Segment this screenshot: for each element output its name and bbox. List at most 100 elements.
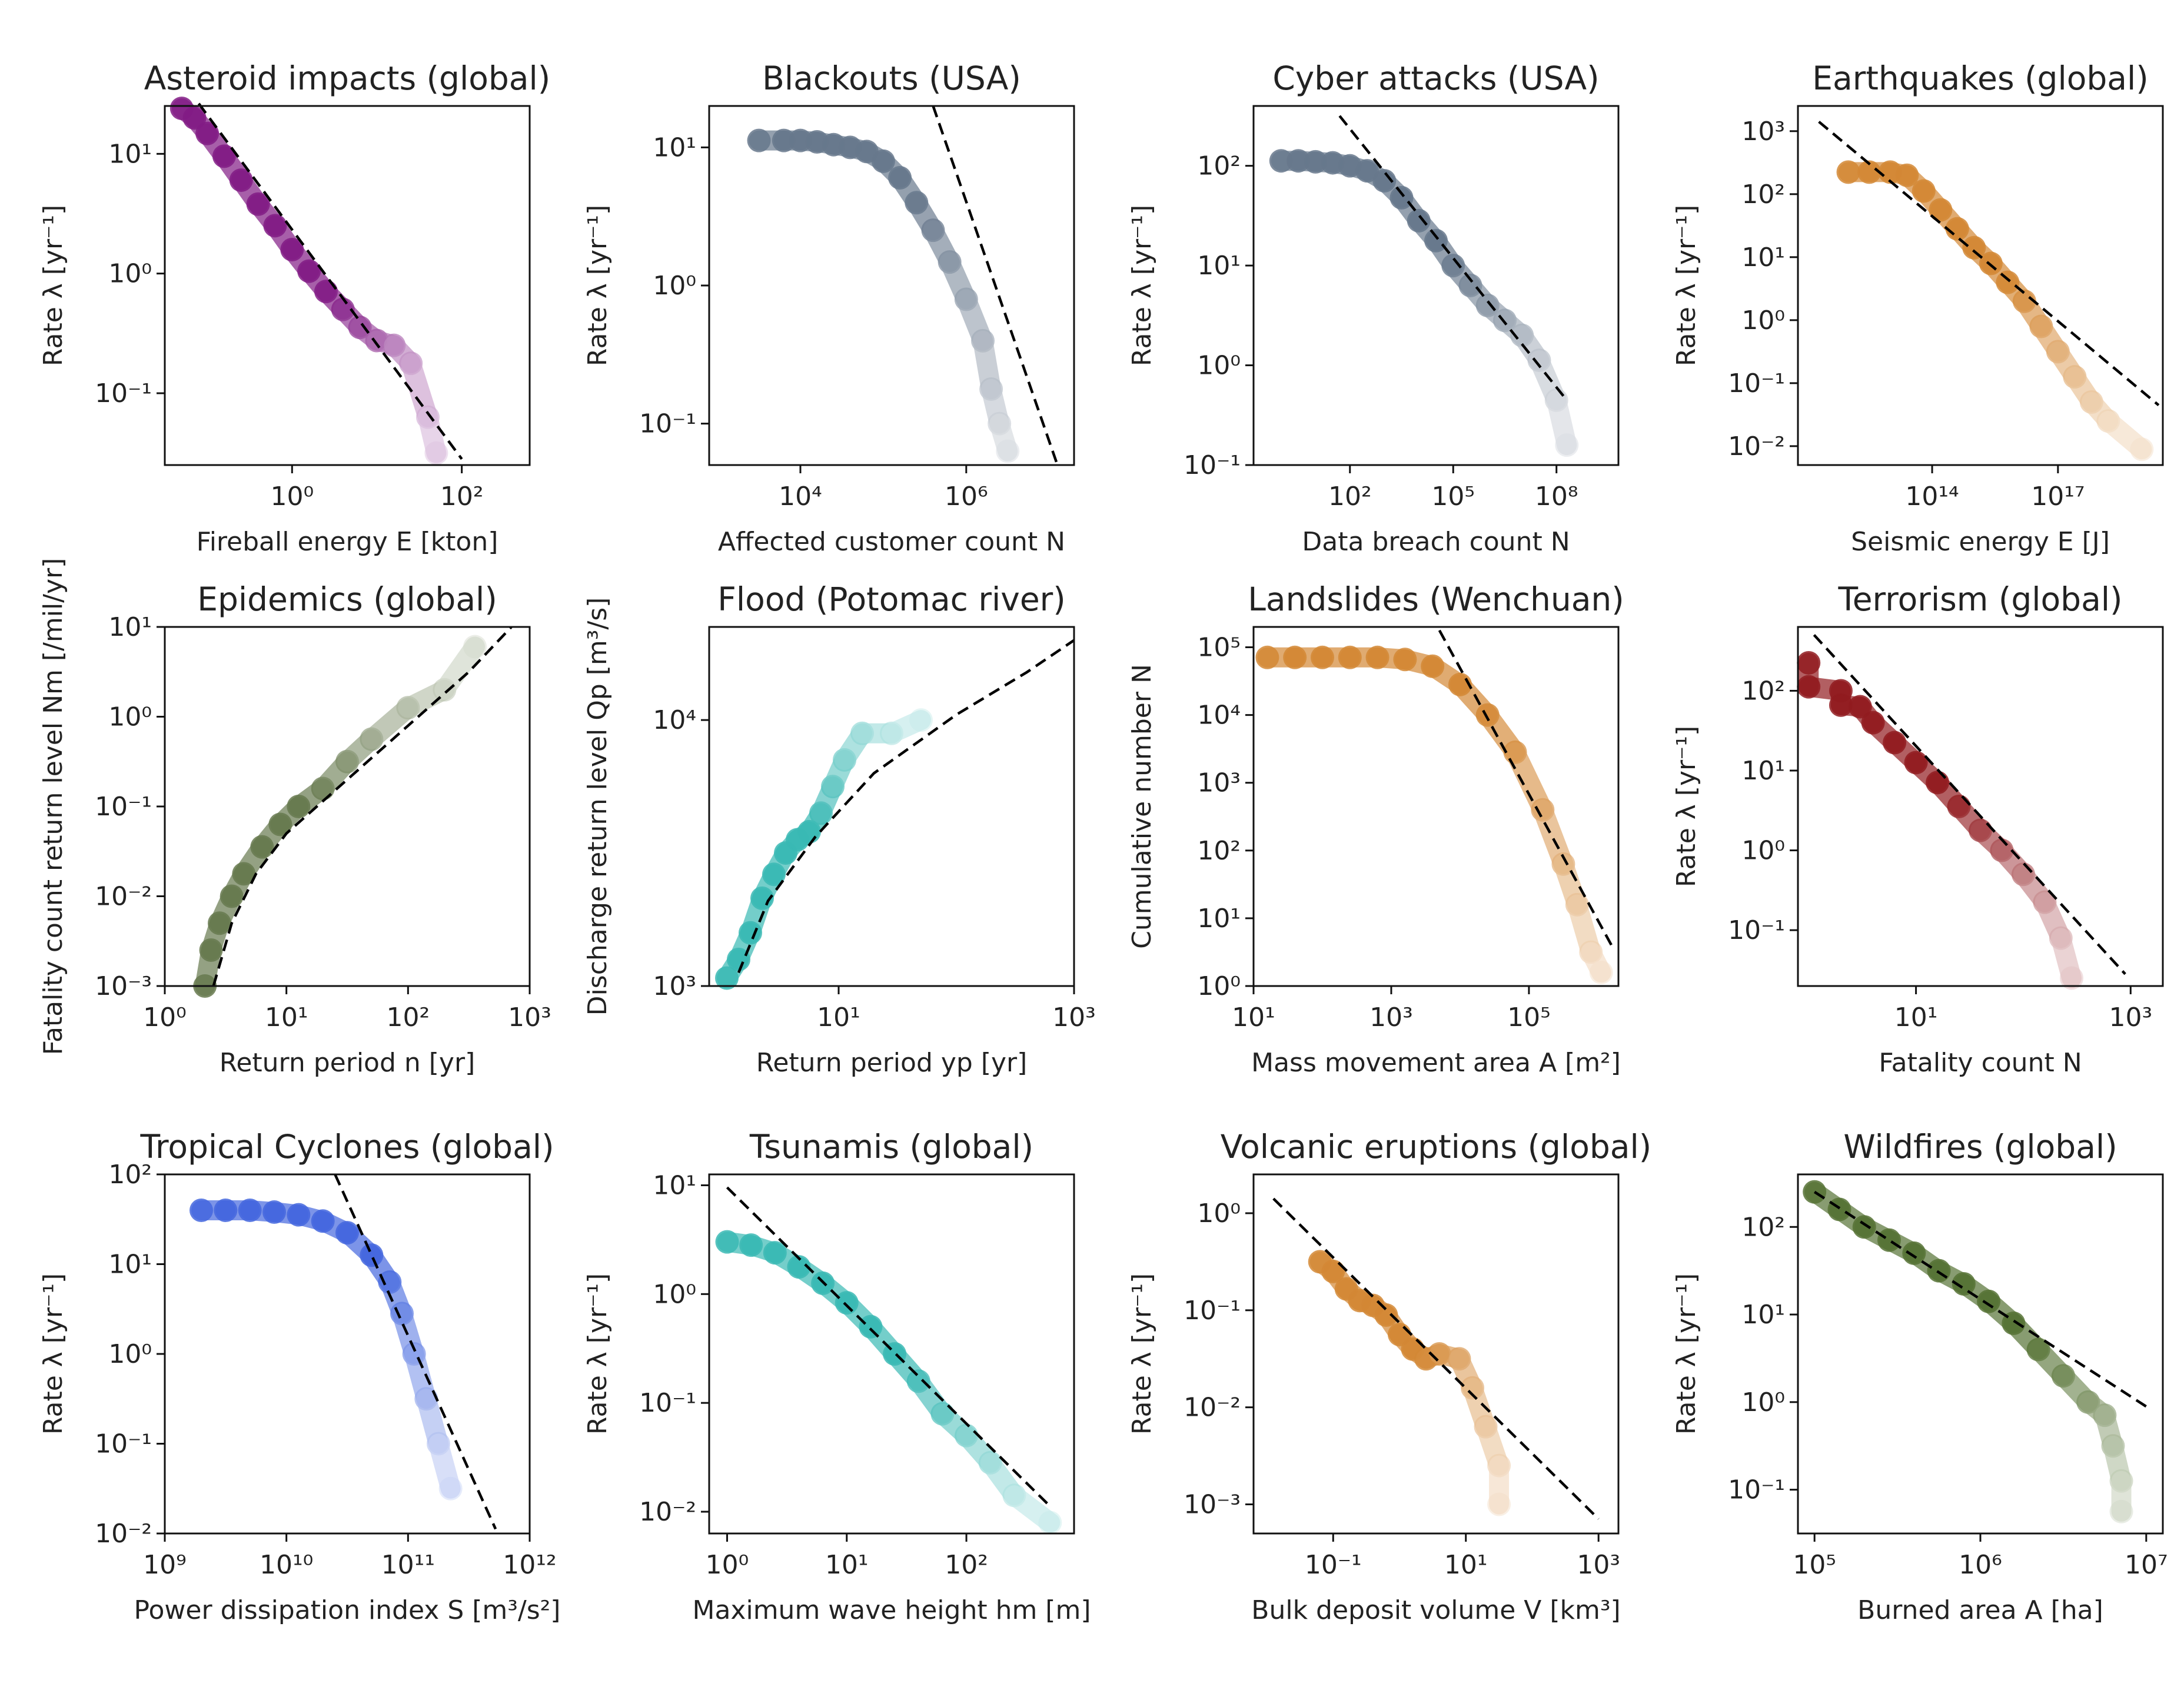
x-tick-label: 10¹ xyxy=(1232,1003,1275,1033)
y-tick-label: 10⁰ xyxy=(1741,836,1785,866)
fit-line xyxy=(1338,115,1568,401)
axes-frame xyxy=(708,626,1075,987)
x-axis-label: Burned area A [ha] xyxy=(1857,1595,2103,1625)
x-tick-label: 10⁸ xyxy=(1535,482,1578,512)
chart-epidemics: Epidemics (global) Return period n [yr] Fa… xyxy=(38,558,551,1078)
y-tick-label: 10⁰ xyxy=(1197,351,1241,381)
x-tick-label: 10⁵ xyxy=(1507,1003,1551,1033)
chart-volcanic: Volcanic eruptions (global) Bulk deposit … xyxy=(1127,1128,1651,1625)
x-tick-label: 10⁶ xyxy=(945,482,988,512)
data-band xyxy=(1004,1485,1061,1533)
x-tick-label: 10⁰ xyxy=(143,1003,187,1033)
y-tick-label: 10⁰ xyxy=(653,1279,696,1309)
chart-title: Epidemics (global) xyxy=(197,580,497,618)
y-tick-label: 10² xyxy=(1741,180,1785,210)
y-axis-label: Rate λ [yr⁻¹] xyxy=(1127,1273,1157,1435)
y-tick-label: 10⁻² xyxy=(95,1519,152,1549)
data-band xyxy=(2098,411,2152,460)
y-tick-label: 10² xyxy=(1741,676,1785,706)
chart-earthquakes: Earthquakes (global) Seismic energy E [J]… xyxy=(1671,59,2164,557)
fit-line xyxy=(1813,634,2126,975)
chart-landslides: Landslides (Wenchuan) Mass movement area … xyxy=(1127,580,1624,1078)
y-tick-label: 10⁴ xyxy=(1197,701,1241,731)
fit-line xyxy=(1813,1190,2148,1408)
y-tick-label: 10⁻¹ xyxy=(1728,915,1785,945)
y-axis-label: Rate λ [yr⁻¹] xyxy=(38,205,68,366)
y-axis-label: Rate λ [yr⁻¹] xyxy=(38,1273,68,1435)
x-axis-label: Maximum wave height hm [m] xyxy=(693,1595,1091,1625)
y-tick-label: 10³ xyxy=(653,971,696,1001)
x-axis-label: Data breach count N xyxy=(1302,527,1570,557)
x-tick-label: 10³ xyxy=(1577,1550,1620,1580)
x-axis-label: Mass movement area A [m²] xyxy=(1251,1048,1621,1078)
y-axis-label: Fatality count return level Nm [/mil/yr] xyxy=(38,558,68,1055)
x-tick-label: 10⁰ xyxy=(706,1550,749,1580)
y-tick-label: 10⁻¹ xyxy=(639,409,696,439)
y-tick-label: 10⁻¹ xyxy=(1728,369,1785,399)
x-tick-label: 10⁵ xyxy=(1431,482,1475,512)
fit-line xyxy=(932,105,1059,466)
y-tick-label: 10¹ xyxy=(1741,756,1785,786)
x-axis-label: Seismic energy E [J] xyxy=(1851,527,2110,557)
data-band xyxy=(1505,742,1553,820)
x-tick-label: 10¹ xyxy=(1444,1550,1488,1580)
x-tick-label: 10⁻¹ xyxy=(1305,1550,1362,1580)
axes-frame xyxy=(1252,105,1620,466)
axes-frame xyxy=(164,105,531,466)
y-axis-label: Rate λ [yr⁻¹] xyxy=(1671,726,1701,887)
y-tick-label: 10⁰ xyxy=(1197,1199,1241,1229)
y-tick-label: 10⁻² xyxy=(95,882,152,912)
chart-flood: Flood (Potomac river) Return period yp [y… xyxy=(583,580,1096,1078)
fit-line xyxy=(334,1174,497,1530)
y-tick-label: 10⁻¹ xyxy=(95,792,152,822)
y-tick-label: 10¹ xyxy=(108,139,152,169)
fit-line xyxy=(212,626,513,987)
x-tick-label: 10¹¹ xyxy=(381,1550,435,1580)
chart-asteroid: Asteroid impacts (global) Fireball energy… xyxy=(38,59,550,557)
data-band xyxy=(434,636,485,700)
y-axis-label: Cumulative number N xyxy=(1127,664,1157,949)
y-tick-label: 10⁻¹ xyxy=(1184,1296,1241,1326)
x-tick-label: 10¹ xyxy=(825,1550,869,1580)
y-axis-label: Rate λ [yr⁻¹] xyxy=(583,1273,613,1435)
y-tick-label: 10¹ xyxy=(653,132,696,162)
x-tick-label: 10¹⁴ xyxy=(1905,482,1959,512)
data-band xyxy=(1581,942,1611,982)
y-tick-label: 10⁻³ xyxy=(1184,1490,1241,1520)
y-tick-label: 10⁻¹ xyxy=(1184,450,1241,480)
chart-title: Tropical Cyclones (global) xyxy=(139,1128,554,1166)
x-axis-label: Return period n [yr] xyxy=(220,1048,475,1078)
chart-title: Volcanic eruptions (global) xyxy=(1221,1128,1651,1166)
x-tick-label: 10¹ xyxy=(265,1003,308,1033)
data-band xyxy=(2050,928,2082,988)
fit-line xyxy=(1818,121,2160,407)
x-tick-label: 10¹ xyxy=(1894,1003,1938,1033)
x-tick-label: 10³ xyxy=(2109,1003,2152,1033)
data-band xyxy=(417,407,447,463)
chart-title: Wildfires (global) xyxy=(1843,1128,2117,1166)
y-axis-label: Rate λ [yr⁻¹] xyxy=(583,205,613,366)
y-tick-label: 10¹ xyxy=(653,1170,696,1200)
y-tick-label: 10⁰ xyxy=(653,271,696,301)
x-tick-label: 10² xyxy=(387,1003,430,1033)
y-tick-label: 10⁰ xyxy=(1741,1387,1785,1418)
axes-frame xyxy=(1252,626,1620,987)
chart-cyclones: Tropical Cyclones (global) Power dissipat… xyxy=(38,1128,560,1625)
x-axis-label: Fireball energy E [kton] xyxy=(197,527,498,557)
x-tick-label: 10¹ xyxy=(817,1003,860,1033)
fit-line xyxy=(1438,629,1613,946)
chart-wildfires: Wildfires (global) Burned area A [ha] Rate… xyxy=(1671,1128,2168,1625)
x-axis-label: Affected customer count N xyxy=(718,527,1065,557)
y-tick-label: 10⁻¹ xyxy=(639,1388,696,1418)
x-tick-label: 10⁶ xyxy=(1959,1550,2002,1580)
y-tick-label: 10⁻² xyxy=(1184,1393,1241,1423)
y-tick-label: 10³ xyxy=(1197,768,1241,798)
y-tick-label: 10² xyxy=(1197,836,1241,866)
chart-tsunamis: Tsunamis (global) Maximum wave height hm … xyxy=(583,1128,1091,1625)
x-axis-label: Bulk deposit volume V [km³] xyxy=(1251,1595,1620,1625)
y-tick-label: 10⁴ xyxy=(653,705,696,735)
y-tick-label: 10⁻³ xyxy=(95,971,152,1001)
y-tick-label: 10⁻¹ xyxy=(95,1429,152,1459)
y-tick-label: 10¹ xyxy=(1197,251,1241,281)
